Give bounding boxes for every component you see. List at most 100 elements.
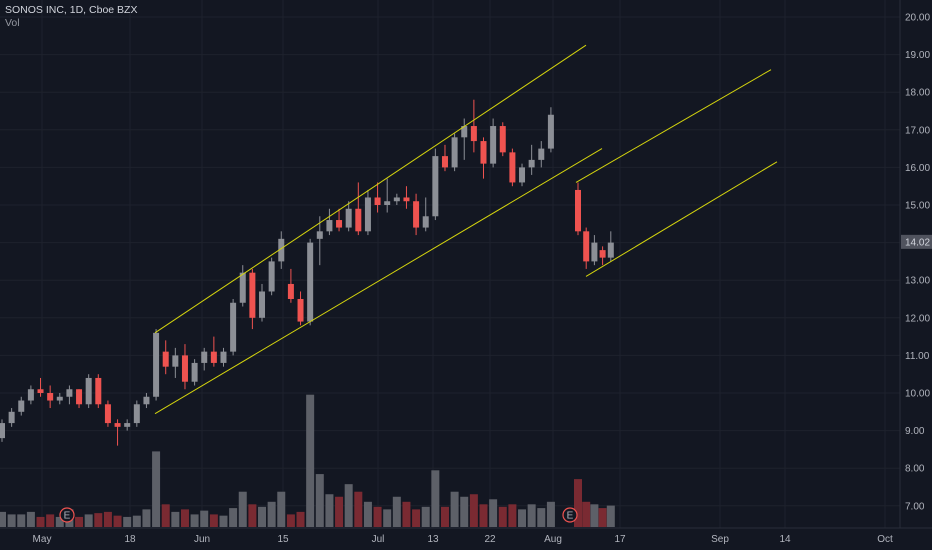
volume-bar	[277, 491, 286, 527]
candle-body	[181, 355, 188, 382]
y-tick-label: 15.00	[905, 201, 930, 212]
candle-body	[403, 197, 410, 202]
candle-body	[575, 189, 581, 232]
channel-line	[575, 69, 772, 183]
volume-bar	[431, 470, 440, 527]
candle	[201, 347, 208, 371]
candle	[591, 235, 598, 266]
y-tick-label: 17.00	[905, 125, 930, 136]
volume-bar	[574, 479, 582, 527]
candle-body	[451, 137, 458, 168]
candle	[470, 99, 477, 153]
volume-bar	[286, 514, 295, 527]
candle	[47, 385, 54, 409]
candle-body	[259, 291, 266, 318]
symbol-title[interactable]: SONOS INC, 1D, Cboe BZX	[5, 4, 138, 16]
volume-bar	[498, 506, 507, 527]
y-tick-label: 20.00	[905, 13, 930, 24]
volume-bar	[258, 506, 267, 527]
candle	[268, 257, 275, 296]
volume-label[interactable]: Vol	[5, 17, 20, 29]
candle	[249, 268, 256, 330]
volume-bar	[248, 504, 257, 527]
candle	[210, 336, 217, 367]
candle-body	[56, 396, 63, 401]
volume-bar	[440, 506, 449, 527]
candle-body	[480, 141, 487, 164]
candle-body	[85, 377, 92, 405]
candle	[599, 246, 606, 266]
candle	[27, 385, 34, 405]
candle	[85, 374, 92, 409]
candle	[528, 144, 535, 175]
candle	[114, 419, 121, 446]
candle-body	[153, 332, 160, 397]
volume-bar	[17, 514, 26, 527]
candle-body	[599, 250, 606, 258]
candle	[124, 419, 131, 431]
y-tick-label: 8.00	[905, 464, 925, 475]
candle	[143, 393, 150, 409]
volume-bar	[412, 509, 421, 527]
volume-bar	[0, 511, 6, 527]
volume-bar	[590, 504, 599, 527]
candle	[374, 182, 381, 213]
candle-body	[18, 400, 25, 412]
candle-body	[0, 423, 5, 439]
y-tick-label: 19.00	[905, 50, 930, 61]
candle	[499, 122, 506, 157]
candle	[56, 393, 63, 405]
x-tick-label: Jun	[194, 534, 210, 545]
candle	[393, 193, 400, 205]
candle	[336, 208, 343, 232]
candle-body	[364, 197, 371, 232]
earnings-marker-circle	[562, 507, 578, 523]
volume-bar	[537, 508, 546, 527]
x-tick-label: 14	[779, 534, 791, 545]
candle	[278, 231, 285, 269]
candle-body	[490, 126, 497, 164]
candle-body	[8, 411, 15, 424]
candle-body	[297, 299, 304, 322]
candle-body	[345, 208, 352, 228]
candle	[66, 385, 73, 405]
volume-bar	[606, 505, 615, 527]
candle	[95, 374, 102, 409]
candle	[519, 163, 526, 187]
volume-bar	[36, 516, 45, 527]
candle-body	[37, 389, 44, 393]
candle-body	[374, 197, 381, 205]
candle-body	[104, 404, 111, 424]
volume-bar	[489, 499, 498, 527]
y-tick-label: 10.00	[905, 389, 930, 400]
volume-bar	[383, 509, 392, 527]
candle	[133, 400, 140, 427]
volume-bar	[582, 501, 591, 527]
volume-bar	[306, 394, 315, 527]
volume-bar	[7, 514, 16, 527]
candle	[480, 137, 487, 179]
candle-body	[499, 126, 506, 153]
candle-body	[607, 242, 614, 258]
candle	[239, 265, 246, 307]
x-tick-label: May	[33, 534, 52, 545]
x-tick-label: 22	[484, 534, 496, 545]
earnings-marker[interactable]: E	[562, 507, 578, 523]
candle-body	[143, 396, 150, 405]
volume-bar	[75, 516, 84, 527]
volume-bar	[402, 501, 411, 527]
volume-bar	[94, 513, 103, 527]
candle	[422, 197, 429, 232]
volume-bar	[219, 515, 228, 527]
chart-legend: SONOS INC, 1D, Cboe BZX Vol	[5, 4, 137, 30]
earnings-marker[interactable]: E	[59, 507, 75, 523]
volume-bar	[200, 510, 209, 527]
candle-body	[547, 114, 554, 149]
candle-body	[413, 201, 420, 228]
earnings-marker-circle	[59, 507, 75, 523]
volume-bar	[354, 491, 363, 527]
volume-bar	[421, 506, 430, 527]
candle	[37, 377, 44, 397]
